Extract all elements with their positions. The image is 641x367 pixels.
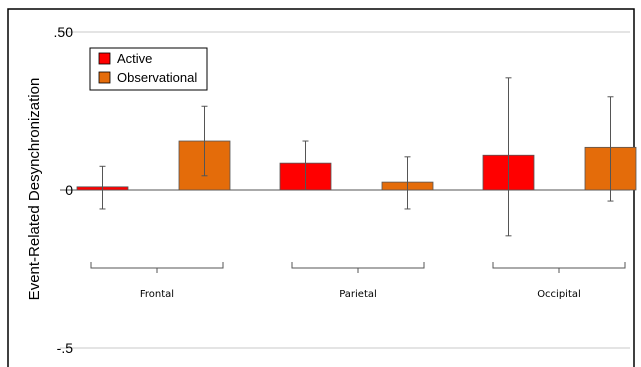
category-label-frontal: Frontal bbox=[140, 289, 174, 300]
bracket-parietal bbox=[291, 262, 425, 273]
bracket-frontal bbox=[90, 262, 224, 273]
y-tick-labels: .50 0 -.5 bbox=[54, 24, 74, 356]
legend-swatch-observational bbox=[98, 71, 111, 84]
y-tick-label: 0 bbox=[65, 182, 73, 198]
category-label-occipital: Occipital bbox=[537, 289, 581, 300]
bracket-occipital bbox=[492, 262, 626, 273]
y-axis-label: Event-Related Desynchronization bbox=[26, 78, 43, 301]
y-tick-label: .50 bbox=[54, 24, 74, 40]
legend-label-observational: Observational bbox=[117, 70, 197, 85]
error-bars bbox=[99, 77, 614, 237]
group-brackets: Frontal Parietal Occipital bbox=[90, 262, 626, 300]
bars bbox=[76, 140, 637, 191]
category-label-parietal: Parietal bbox=[339, 289, 377, 300]
gridlines bbox=[60, 31, 630, 349]
legend-label-active: Active bbox=[117, 51, 152, 66]
legend-swatch-active bbox=[98, 52, 111, 65]
legend: Active Observational bbox=[89, 47, 208, 91]
chart-frame bbox=[7, 8, 635, 367]
y-tick-label: -.5 bbox=[57, 340, 74, 356]
